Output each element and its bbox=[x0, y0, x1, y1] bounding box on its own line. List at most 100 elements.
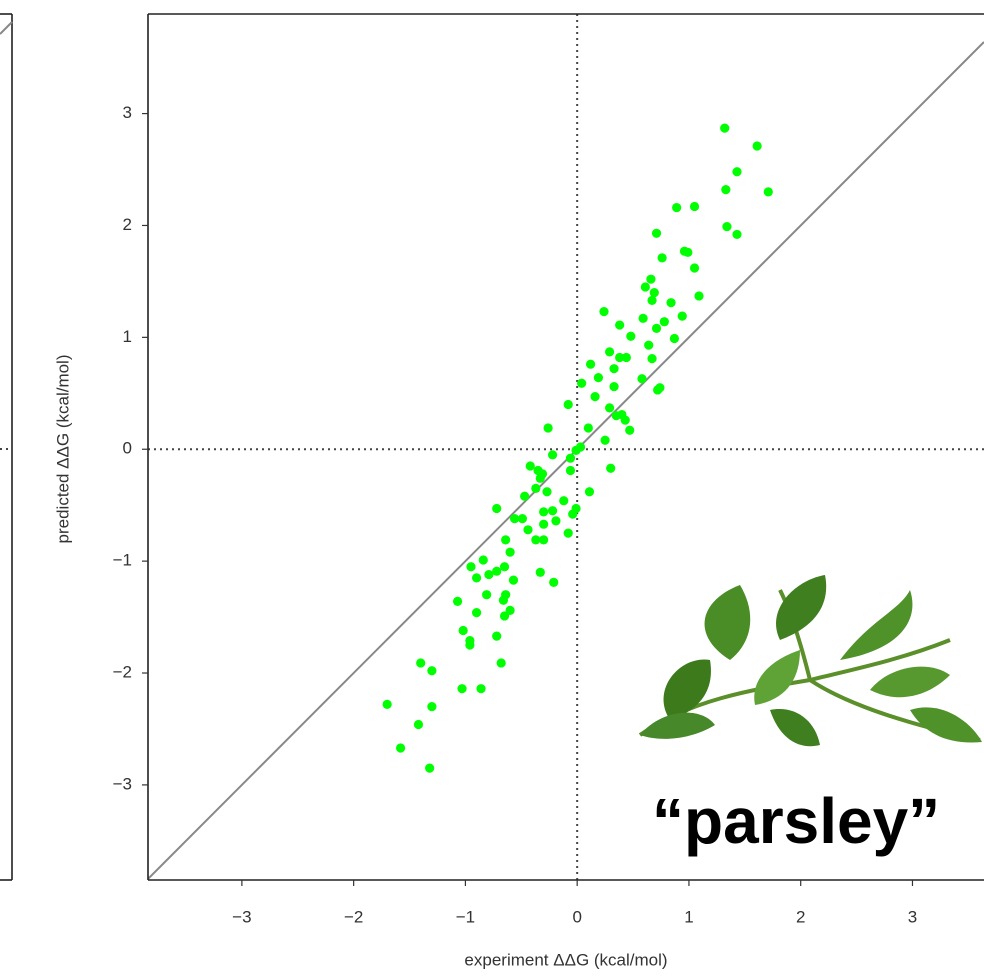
data-point bbox=[523, 525, 533, 535]
data-point bbox=[590, 392, 600, 402]
y-tick-label: −2 bbox=[113, 662, 132, 681]
data-point bbox=[517, 514, 528, 524]
data-point bbox=[466, 562, 476, 572]
data-point bbox=[496, 658, 506, 668]
data-point bbox=[600, 435, 610, 445]
data-point bbox=[657, 253, 667, 263]
data-point bbox=[666, 298, 676, 308]
data-point bbox=[509, 514, 520, 524]
x-tick-label: 3 bbox=[908, 907, 917, 926]
data-point bbox=[452, 596, 463, 607]
data-point bbox=[722, 221, 732, 232]
data-point bbox=[625, 425, 635, 435]
data-point bbox=[425, 763, 435, 773]
data-point bbox=[471, 573, 482, 583]
data-point bbox=[478, 555, 488, 565]
data-point bbox=[763, 187, 773, 197]
data-point bbox=[677, 311, 687, 321]
data-point bbox=[651, 323, 662, 334]
data-point bbox=[565, 465, 576, 476]
y-tick-label: −1 bbox=[113, 551, 132, 570]
data-point bbox=[458, 625, 468, 636]
data-point bbox=[669, 333, 680, 344]
data-point bbox=[626, 331, 636, 341]
data-point bbox=[549, 577, 559, 587]
data-point bbox=[606, 463, 616, 473]
parsley-image bbox=[638, 575, 982, 747]
data-point bbox=[604, 403, 615, 413]
data-point bbox=[465, 640, 475, 650]
data-point bbox=[531, 483, 541, 493]
data-point bbox=[653, 385, 663, 395]
y-axis-label: predicted ΔΔG (kcal/mol) bbox=[53, 355, 72, 544]
data-point bbox=[531, 535, 541, 545]
data-point bbox=[732, 229, 742, 240]
data-point bbox=[499, 611, 510, 621]
data-point bbox=[752, 141, 762, 151]
data-point bbox=[413, 719, 424, 730]
data-point bbox=[565, 453, 576, 463]
x-tick-label: −3 bbox=[232, 907, 251, 926]
neighbor-panel bbox=[0, 13, 13, 881]
x-tick-label: 2 bbox=[796, 907, 805, 926]
data-point bbox=[427, 666, 437, 676]
data-point bbox=[457, 684, 467, 694]
data-point bbox=[559, 496, 569, 506]
data-point bbox=[720, 123, 730, 133]
neighbor-diagonal bbox=[0, 21, 13, 35]
data-point bbox=[542, 487, 552, 497]
data-point bbox=[395, 743, 406, 753]
data-point bbox=[615, 352, 625, 363]
data-point bbox=[609, 364, 619, 374]
data-point bbox=[501, 535, 511, 545]
data-point bbox=[499, 562, 510, 572]
data-point bbox=[604, 347, 615, 357]
data-point bbox=[583, 423, 593, 433]
data-point bbox=[498, 595, 509, 605]
data-point bbox=[651, 228, 662, 238]
data-point bbox=[539, 507, 549, 517]
data-point bbox=[535, 473, 545, 483]
data-point bbox=[647, 354, 657, 364]
data-point bbox=[584, 487, 595, 497]
data-point bbox=[689, 263, 700, 273]
data-point bbox=[640, 282, 650, 292]
data-point bbox=[547, 450, 558, 460]
plot-area bbox=[148, 14, 984, 880]
data-point bbox=[482, 590, 492, 600]
data-point bbox=[492, 566, 502, 576]
y-tick-label: 1 bbox=[123, 327, 132, 346]
data-point bbox=[585, 359, 596, 369]
data-point bbox=[621, 352, 631, 363]
data-point bbox=[543, 423, 553, 433]
data-point bbox=[492, 503, 502, 514]
data-point bbox=[568, 509, 578, 519]
data-point bbox=[539, 535, 549, 545]
data-point bbox=[649, 287, 659, 298]
data-point bbox=[575, 442, 586, 452]
x-tick-label: −1 bbox=[456, 907, 475, 926]
data-point bbox=[659, 317, 669, 327]
data-point bbox=[732, 167, 742, 177]
data-point bbox=[520, 491, 530, 501]
data-point bbox=[525, 461, 535, 471]
x-tick-label: 1 bbox=[684, 907, 693, 926]
data-point bbox=[471, 607, 482, 618]
data-point bbox=[505, 547, 515, 557]
x-axis-label: experiment ΔΔG (kcal/mol) bbox=[464, 950, 667, 969]
x-tick-label: 0 bbox=[572, 907, 581, 926]
data-point bbox=[427, 701, 437, 712]
data-point bbox=[694, 291, 704, 301]
data-point bbox=[721, 185, 731, 195]
y-tick-label: −3 bbox=[113, 774, 132, 793]
data-point bbox=[551, 516, 561, 526]
data-point bbox=[492, 631, 502, 641]
data-point bbox=[611, 411, 621, 421]
data-point bbox=[646, 274, 656, 284]
data-point bbox=[609, 381, 619, 392]
data-point bbox=[416, 658, 426, 668]
annotation: “parsley” bbox=[652, 785, 940, 857]
data-point bbox=[647, 295, 657, 306]
